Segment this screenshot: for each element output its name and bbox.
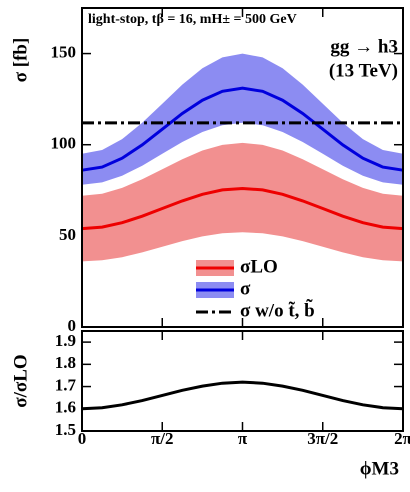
line (81, 86, 404, 172)
x-axis-label: ϕM3 (360, 458, 399, 479)
y-tick-label: 1.9 (55, 331, 76, 350)
legend-label: σ w/o t̃, b̃ (240, 300, 315, 322)
y-tick-label: 1.6 (55, 398, 76, 417)
frame (81, 7, 404, 328)
y-tick-label: 1.7 (55, 375, 77, 394)
x-tick-label: 0 (78, 429, 87, 448)
frame (81, 330, 404, 432)
x-tick-label: 2π (394, 429, 410, 448)
annotation: light-stop, tβ = 16, mH± = 500 GeV (88, 12, 297, 27)
x-tick-label: π (238, 429, 248, 448)
line (81, 380, 404, 411)
annotation: gg → h3 (330, 36, 398, 57)
y-tick-label: 50 (59, 225, 76, 244)
y-axis-label: σ [fb] (10, 38, 31, 83)
line (81, 186, 404, 231)
band (82, 53, 403, 185)
y-tick-label: 100 (51, 134, 77, 153)
x-tick-label: π/2 (151, 429, 174, 448)
y-tick-label: 0 (68, 316, 77, 335)
y-tick-label: 150 (51, 42, 77, 61)
y-tick-label: 1.5 (55, 420, 76, 439)
band (82, 142, 403, 262)
y-axis-label: σ/σLO (10, 354, 31, 407)
y-tick-label: 1.8 (55, 353, 76, 372)
annotation: (13 TeV) (329, 60, 398, 81)
legend-label: σLO (240, 256, 278, 277)
x-tick-label: 3π/2 (307, 429, 338, 448)
legend-label: σ (240, 278, 251, 299)
